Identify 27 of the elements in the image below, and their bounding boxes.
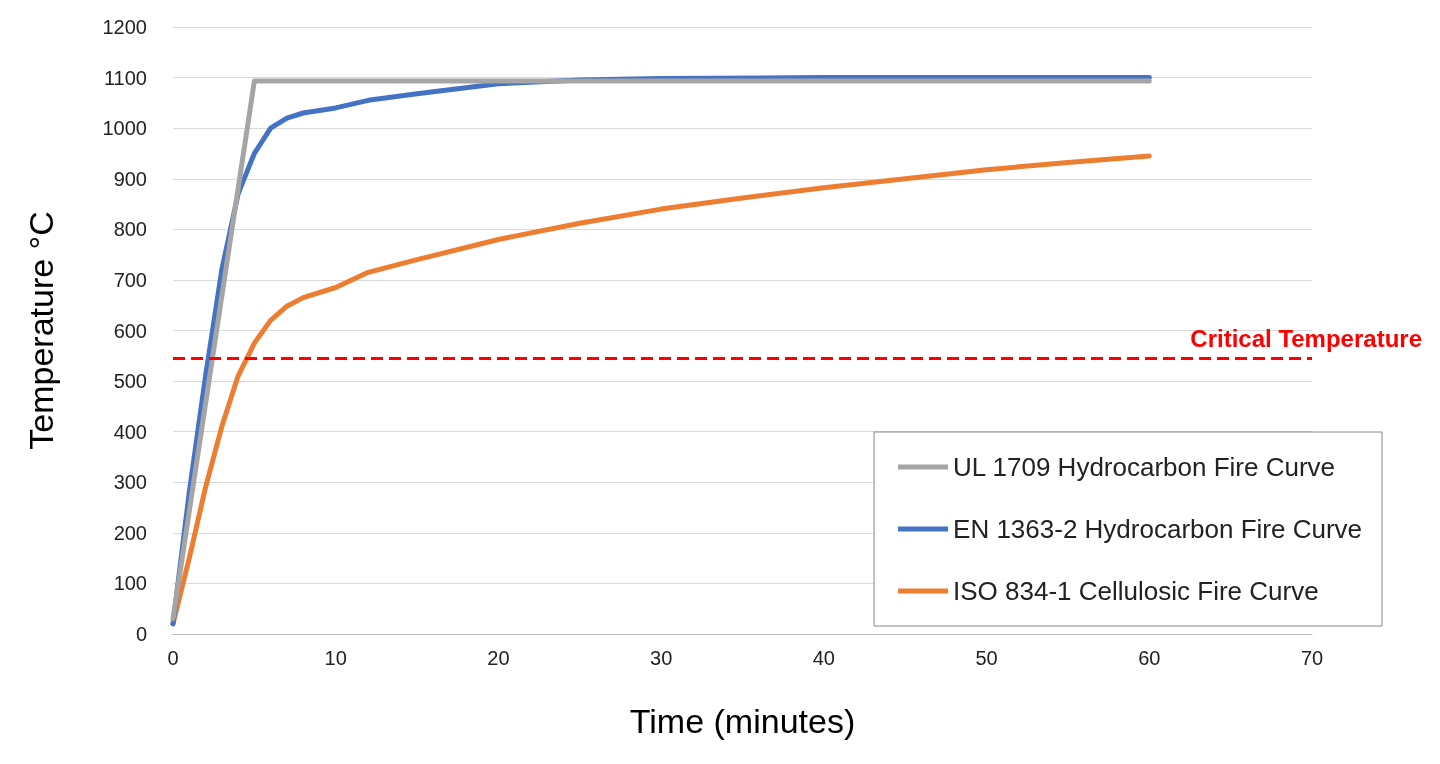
- y-tick-label: 100: [113, 572, 147, 595]
- x-tick-label: 60: [1138, 647, 1161, 669]
- legend-label: ISO 834-1 Cellulosic Fire Curve: [953, 576, 1319, 606]
- y-tick-label: 1000: [102, 117, 147, 140]
- y-tick-label: 200: [113, 521, 147, 544]
- x-axis-title: Time (minutes): [629, 702, 856, 740]
- y-tick-label: 1100: [103, 66, 147, 89]
- x-tick-label: 10: [324, 647, 347, 669]
- x-tick-label: 0: [167, 647, 179, 669]
- y-tick-label: 400: [113, 420, 147, 443]
- y-tick-label: 900: [113, 167, 147, 190]
- y-tick-label: 300: [113, 471, 147, 494]
- x-tick-label: 40: [812, 647, 835, 669]
- y-tick-label: 500: [113, 370, 147, 393]
- y-axis-title: Temperature °C: [22, 211, 60, 450]
- y-tick-label: 700: [113, 268, 147, 291]
- x-tick-label: 70: [1300, 647, 1324, 669]
- x-tick-label: 20: [487, 647, 510, 669]
- x-tick-label: 30: [650, 647, 673, 669]
- ref-line-label: Critical Temperature: [1190, 324, 1422, 352]
- y-tick-label: 1200: [102, 16, 147, 38]
- y-tick-label: 800: [113, 218, 147, 241]
- y-tick-label: 600: [113, 319, 147, 342]
- x-tick-label: 50: [975, 647, 998, 669]
- legend-label: UL 1709 Hydrocarbon Fire Curve: [953, 452, 1336, 482]
- legend-label: EN 1363-2 Hydrocarbon Fire Curve: [953, 514, 1363, 544]
- y-tick-label: 0: [135, 623, 147, 645]
